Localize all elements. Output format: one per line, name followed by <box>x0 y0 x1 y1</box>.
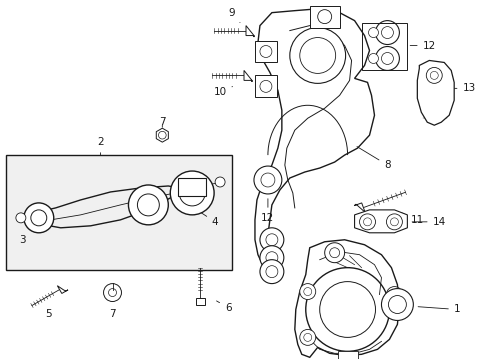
Text: 14: 14 <box>411 217 445 227</box>
Text: 4: 4 <box>194 208 218 227</box>
Circle shape <box>253 166 281 194</box>
Polygon shape <box>354 210 407 233</box>
Circle shape <box>303 288 311 296</box>
Circle shape <box>381 53 393 64</box>
Bar <box>178 178 206 196</box>
Circle shape <box>260 80 271 92</box>
Text: 10: 10 <box>213 86 232 97</box>
Circle shape <box>215 177 224 187</box>
Polygon shape <box>156 128 168 142</box>
Circle shape <box>260 228 283 252</box>
Polygon shape <box>294 240 399 357</box>
Bar <box>361 23 407 71</box>
Circle shape <box>179 180 205 206</box>
Circle shape <box>305 268 388 351</box>
Circle shape <box>303 333 311 341</box>
Circle shape <box>363 218 371 226</box>
Circle shape <box>381 27 393 39</box>
Text: 3: 3 <box>20 228 31 245</box>
Bar <box>254 41 276 62</box>
Circle shape <box>16 213 26 223</box>
Polygon shape <box>57 286 68 293</box>
Polygon shape <box>245 26 253 37</box>
Polygon shape <box>416 60 453 125</box>
Polygon shape <box>244 71 251 82</box>
Circle shape <box>265 266 277 278</box>
Circle shape <box>375 46 399 71</box>
Circle shape <box>389 291 398 298</box>
Circle shape <box>24 203 54 233</box>
Circle shape <box>359 214 375 230</box>
Circle shape <box>170 171 214 215</box>
Circle shape <box>261 173 274 187</box>
Circle shape <box>381 289 412 320</box>
Circle shape <box>299 284 315 300</box>
Bar <box>309 6 339 28</box>
Circle shape <box>368 54 378 63</box>
Circle shape <box>389 218 398 226</box>
Circle shape <box>31 210 47 226</box>
Circle shape <box>317 10 331 24</box>
Circle shape <box>299 37 335 73</box>
Circle shape <box>319 282 375 337</box>
Circle shape <box>260 45 271 58</box>
Circle shape <box>260 260 283 284</box>
Circle shape <box>128 185 168 225</box>
Circle shape <box>265 252 277 264</box>
Circle shape <box>260 246 283 270</box>
Circle shape <box>368 28 378 37</box>
Text: 7: 7 <box>109 310 116 319</box>
Polygon shape <box>195 298 204 305</box>
Text: 7: 7 <box>159 117 165 127</box>
Circle shape <box>289 28 345 84</box>
Circle shape <box>386 287 402 302</box>
Circle shape <box>299 329 315 345</box>
Text: 13: 13 <box>453 84 475 93</box>
Text: 2: 2 <box>97 137 103 155</box>
Circle shape <box>375 21 399 45</box>
Bar <box>6 155 232 270</box>
Text: 6: 6 <box>216 301 231 312</box>
Text: 5: 5 <box>45 310 52 319</box>
Text: 8: 8 <box>356 147 390 170</box>
Circle shape <box>137 194 159 216</box>
Bar <box>254 75 276 97</box>
Circle shape <box>108 289 116 297</box>
Polygon shape <box>353 203 365 212</box>
Text: 12: 12 <box>409 41 435 50</box>
Circle shape <box>324 243 344 263</box>
Text: 9: 9 <box>228 8 240 23</box>
Text: 1: 1 <box>417 305 460 315</box>
Circle shape <box>429 71 437 80</box>
Circle shape <box>265 234 277 246</box>
Circle shape <box>103 284 121 302</box>
Circle shape <box>329 248 339 258</box>
Circle shape <box>158 131 166 139</box>
Polygon shape <box>254 9 374 270</box>
Circle shape <box>426 67 441 84</box>
Text: 12: 12 <box>261 199 274 223</box>
Circle shape <box>386 214 402 230</box>
Bar <box>337 351 357 359</box>
Circle shape <box>387 296 406 314</box>
Text: 11: 11 <box>401 213 423 225</box>
